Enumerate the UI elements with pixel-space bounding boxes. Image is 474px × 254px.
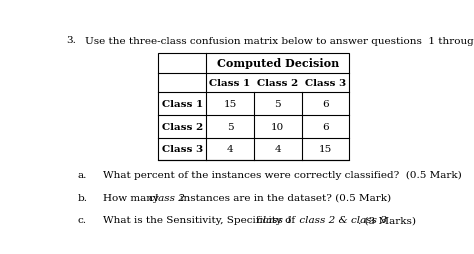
Text: 5: 5 xyxy=(274,100,281,109)
Text: b.: b. xyxy=(78,193,88,202)
Text: c.: c. xyxy=(78,215,87,224)
Text: How many: How many xyxy=(103,193,163,202)
Text: a.: a. xyxy=(78,170,87,179)
Text: Class 1: Class 1 xyxy=(210,79,251,88)
Bar xyxy=(158,54,349,161)
Text: Class 1: Class 1 xyxy=(162,100,203,109)
Text: 6: 6 xyxy=(322,100,329,109)
Text: Class 2: Class 2 xyxy=(257,79,299,88)
Text: class 2: class 2 xyxy=(149,193,185,202)
Text: . (3 Marks): . (3 Marks) xyxy=(358,215,416,224)
Text: 10: 10 xyxy=(271,122,284,131)
Text: 4: 4 xyxy=(227,145,233,154)
Text: Class 3: Class 3 xyxy=(162,145,203,154)
Text: Class 2: Class 2 xyxy=(162,122,203,131)
Text: 15: 15 xyxy=(223,100,237,109)
Text: 5: 5 xyxy=(227,122,233,131)
Text: What is the Sensitivity, Specificity of: What is the Sensitivity, Specificity of xyxy=(103,215,302,224)
Text: What percent of the instances were correctly classified?  (0.5 Mark): What percent of the instances were corre… xyxy=(103,170,462,179)
Text: Computed Decision: Computed Decision xyxy=(217,58,339,69)
Text: 4: 4 xyxy=(274,145,281,154)
Text: 15: 15 xyxy=(319,145,332,154)
Text: Use the three-class confusion matrix below to answer questions  1 through 4.   (: Use the three-class confusion matrix bel… xyxy=(85,36,474,45)
Text: Class 3: Class 3 xyxy=(305,79,346,88)
Text: 3.: 3. xyxy=(66,36,76,45)
Text: instances are in the dataset? (0.5 Mark): instances are in the dataset? (0.5 Mark) xyxy=(177,193,391,202)
Text: 6: 6 xyxy=(322,122,329,131)
Text: class 1  class 2 & class 3: class 1 class 2 & class 3 xyxy=(257,215,387,224)
